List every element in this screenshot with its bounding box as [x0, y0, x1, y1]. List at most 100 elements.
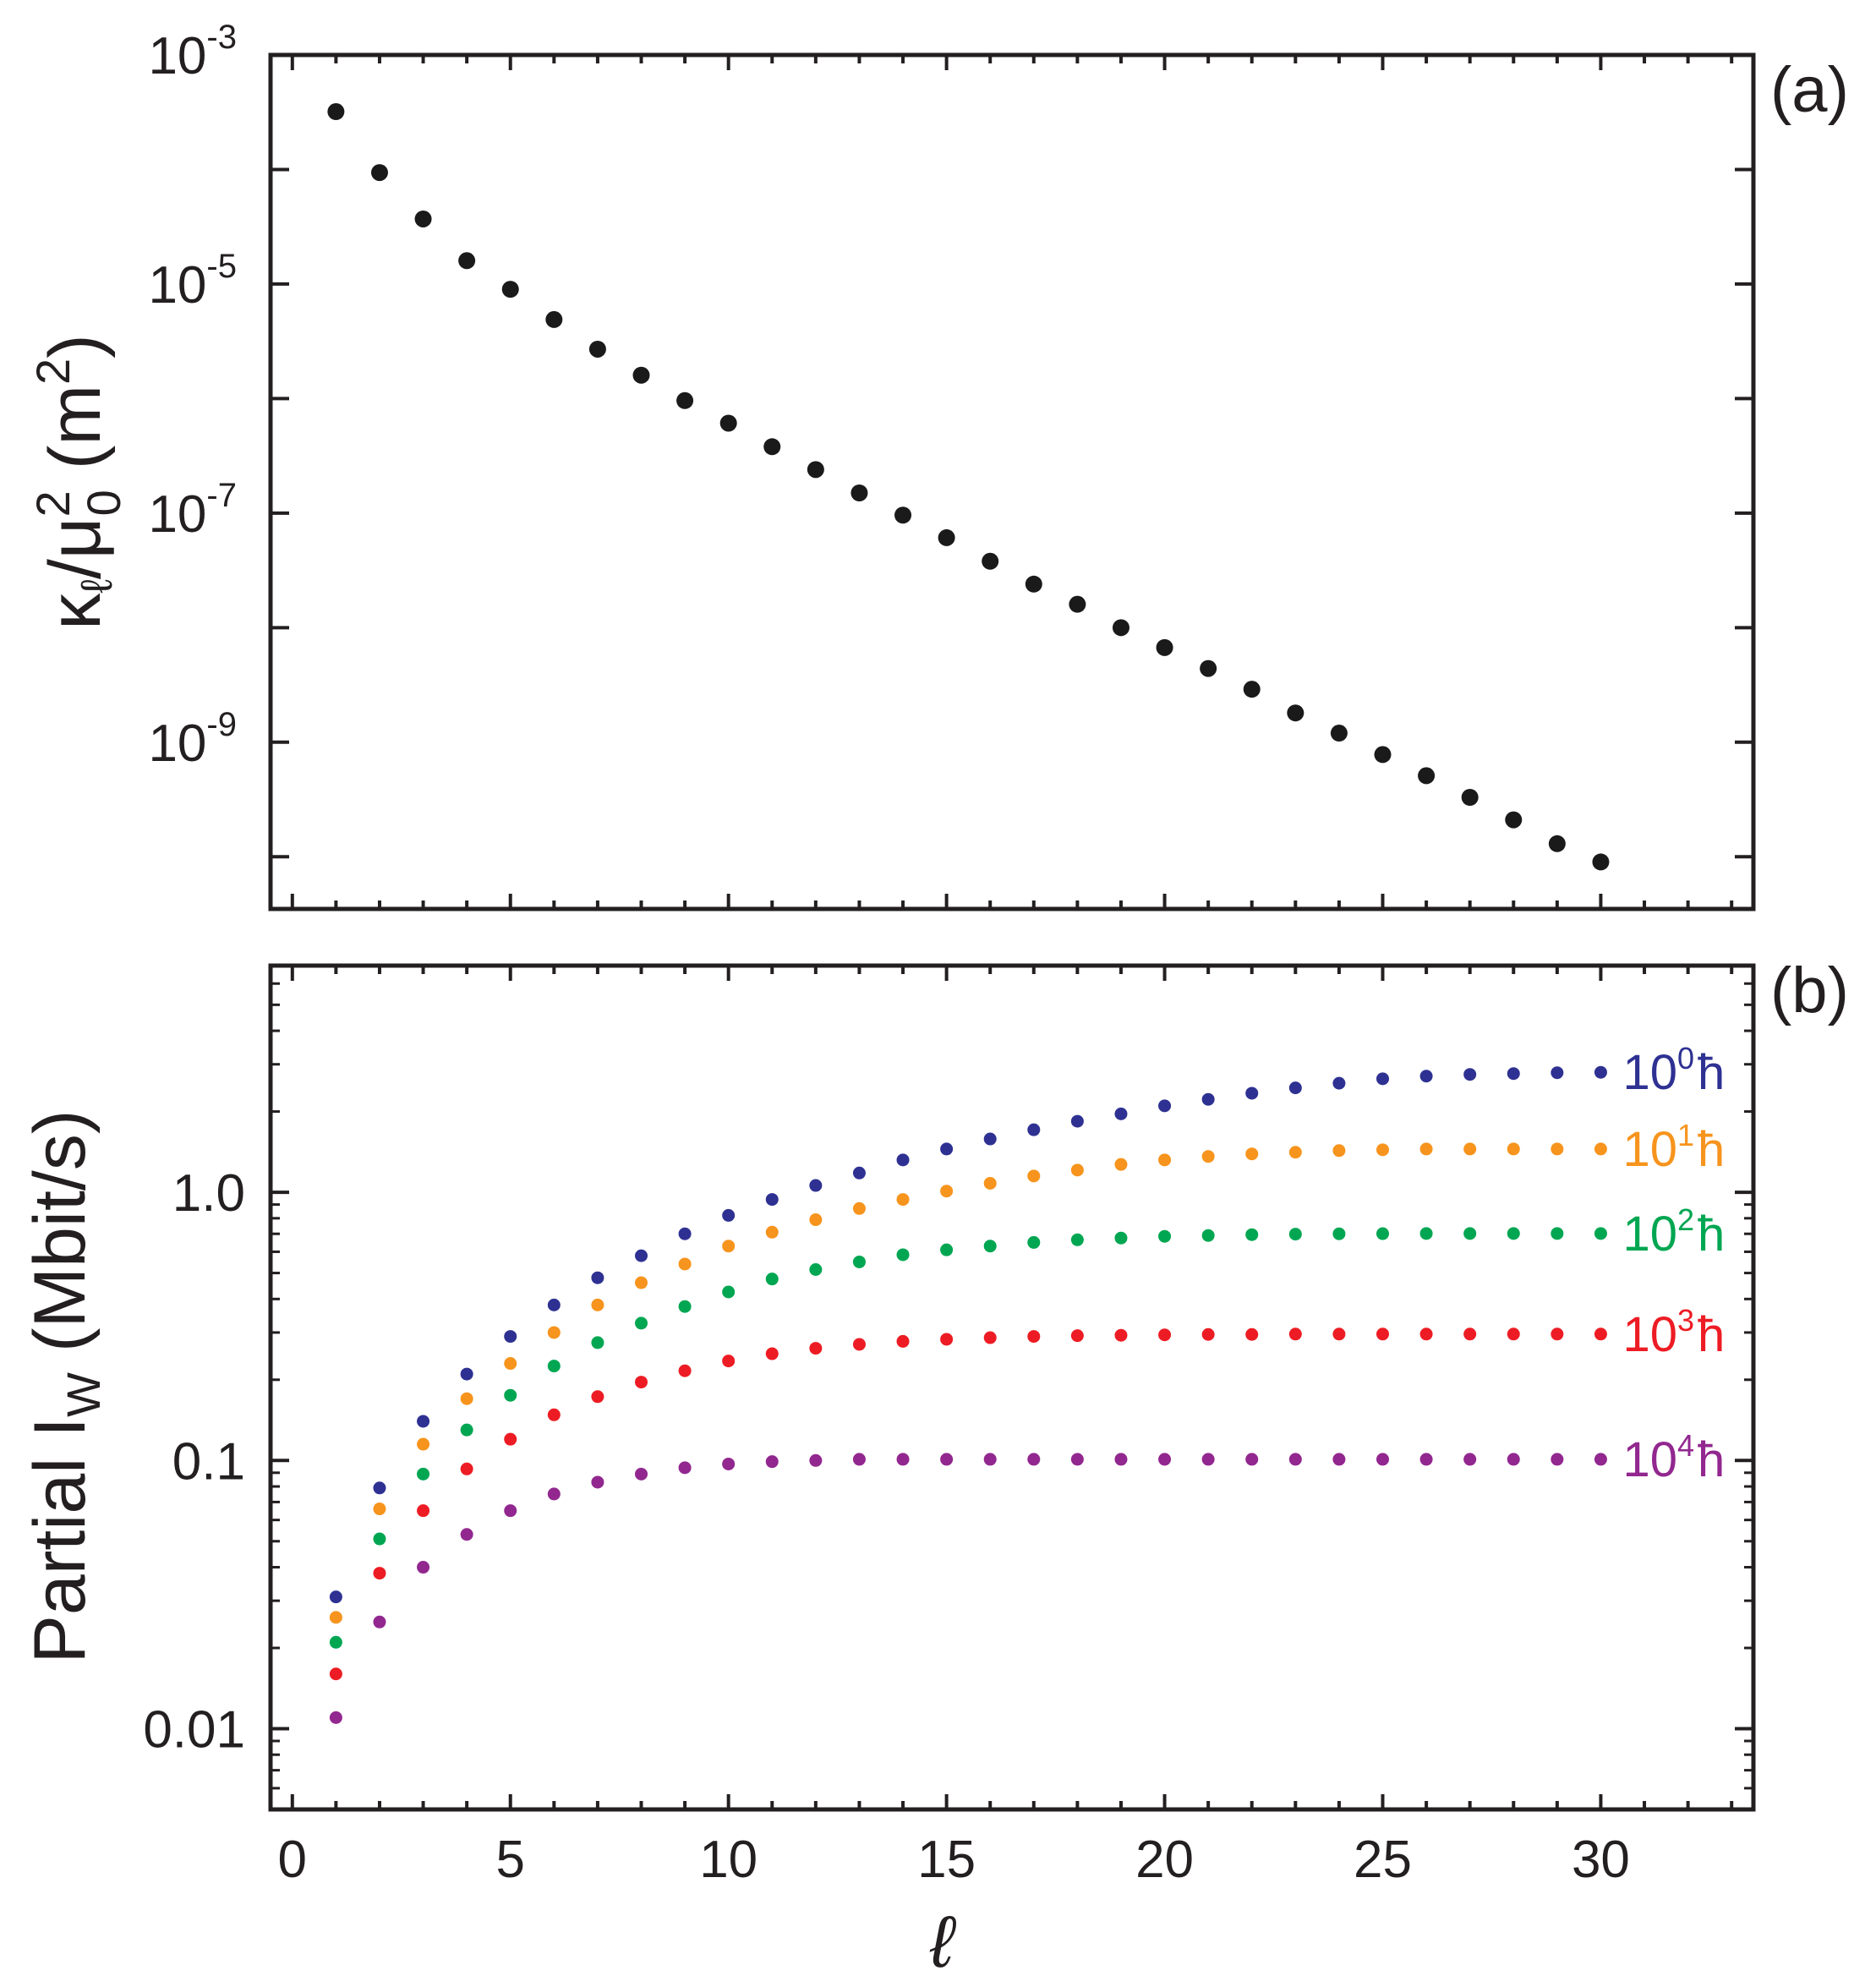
data-point	[547, 1360, 561, 1373]
data-point	[460, 1528, 473, 1541]
y-tick-base: 10	[148, 256, 206, 315]
data-point	[1070, 1163, 1084, 1177]
data-point	[852, 1166, 866, 1180]
data-point	[1376, 1143, 1389, 1157]
y-title-slash-mu: /μ	[35, 517, 116, 579]
data-point	[329, 1590, 342, 1604]
data-point	[1027, 1235, 1041, 1249]
data-point	[1507, 1227, 1520, 1240]
y-title-mu-sup: 2	[26, 490, 79, 517]
y-title-unit-sup: 2	[26, 359, 79, 385]
panel-b-label: (b)	[1770, 955, 1849, 1026]
data-point	[1592, 853, 1610, 871]
data-point	[417, 1467, 430, 1481]
data-point	[588, 340, 606, 358]
data-point	[1156, 638, 1173, 656]
data-point	[1594, 1065, 1607, 1079]
data-point	[1551, 1327, 1564, 1341]
data-point	[1027, 1453, 1041, 1466]
data-point	[1463, 1068, 1477, 1081]
data-point	[807, 461, 824, 479]
data-point	[852, 1255, 866, 1268]
data-point	[370, 164, 388, 182]
data-point	[1374, 746, 1392, 764]
series-label-exponent: 2	[1677, 1202, 1694, 1237]
data-point	[635, 1376, 648, 1389]
data-point	[722, 1285, 736, 1299]
data-point	[591, 1298, 604, 1311]
data-point	[1158, 1453, 1172, 1466]
data-point	[1201, 1229, 1215, 1242]
data-point	[1332, 1076, 1346, 1090]
data-point	[1463, 1453, 1477, 1466]
series-label-exponent: 4	[1677, 1428, 1694, 1463]
data-point	[329, 1611, 342, 1624]
data-point	[1551, 1227, 1564, 1240]
data-point	[1245, 1453, 1259, 1466]
data-point	[417, 1437, 430, 1451]
data-point	[1505, 811, 1523, 829]
data-point	[850, 484, 868, 501]
data-point	[763, 438, 781, 456]
data-point	[591, 1390, 604, 1404]
data-point	[1418, 767, 1436, 785]
svg-text:Partial IW (Mbit/s): Partial IW (Mbit/s)	[19, 1110, 110, 1664]
series-label-base: 10	[1622, 1122, 1677, 1177]
panel-b-y-axis-title: Partial IW (Mbit/s)	[19, 1110, 110, 1664]
data-point	[1332, 1144, 1346, 1158]
data-point	[1245, 1228, 1259, 1241]
data-point	[1025, 575, 1042, 593]
data-point	[547, 1298, 561, 1311]
data-point	[678, 1300, 692, 1313]
data-point	[1507, 1142, 1520, 1156]
data-point	[460, 1367, 473, 1381]
y-tick-exponent: -5	[206, 248, 237, 285]
y-tick-label: 10-5	[148, 248, 237, 315]
series-label-base: 10	[1622, 1432, 1677, 1487]
y-title-partial-i: Partial I	[19, 1417, 101, 1664]
data-point	[1114, 1453, 1128, 1466]
series-label: 100ħ	[1622, 1041, 1725, 1100]
data-point	[765, 1455, 779, 1469]
data-point	[635, 1467, 648, 1481]
data-point	[809, 1262, 823, 1276]
data-point	[501, 281, 519, 298]
data-point	[896, 1453, 910, 1466]
data-point	[1027, 1123, 1041, 1136]
data-point	[1070, 1329, 1084, 1343]
data-point	[1551, 1066, 1564, 1080]
data-point	[373, 1615, 386, 1628]
data-point	[896, 1193, 910, 1207]
y-tick-label: 10-3	[148, 19, 237, 85]
data-point	[329, 1635, 342, 1649]
data-point	[896, 1248, 910, 1262]
data-point	[417, 1561, 430, 1574]
x-tick-label: 5	[495, 1831, 524, 1889]
series-0	[329, 1065, 1607, 1604]
data-point	[719, 414, 737, 432]
panel-a-points	[327, 103, 1610, 871]
data-point	[373, 1532, 386, 1546]
data-point	[809, 1342, 823, 1355]
data-point	[852, 1202, 866, 1215]
series-label-base: 10	[1622, 1207, 1677, 1262]
data-point	[373, 1481, 386, 1495]
y-tick-label: 10-9	[148, 706, 237, 773]
data-point	[329, 1711, 342, 1724]
data-point	[982, 552, 999, 570]
data-point	[1243, 681, 1261, 698]
data-point	[329, 1667, 342, 1681]
data-point	[1332, 1227, 1346, 1240]
data-point	[1376, 1227, 1389, 1240]
y-tick-exponent: -9	[206, 706, 237, 743]
data-point	[1376, 1327, 1389, 1341]
y-tick-label: 0.01	[143, 1701, 245, 1760]
data-point	[1330, 725, 1348, 742]
data-point	[940, 1453, 954, 1466]
panel-b-frame	[268, 963, 1756, 1812]
series-2	[329, 1227, 1607, 1649]
y-tick-label: 0.1	[172, 1432, 245, 1491]
data-point	[504, 1504, 517, 1518]
